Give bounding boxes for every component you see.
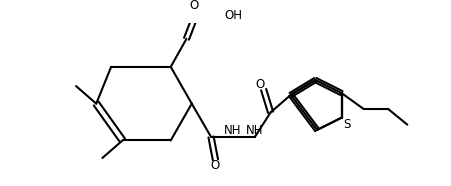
Text: S: S	[343, 118, 350, 131]
Text: OH: OH	[224, 9, 242, 23]
Text: O: O	[255, 78, 265, 91]
Text: O: O	[211, 159, 220, 172]
Text: NH: NH	[224, 124, 242, 137]
Text: O: O	[189, 0, 198, 12]
Text: NH: NH	[246, 124, 263, 137]
